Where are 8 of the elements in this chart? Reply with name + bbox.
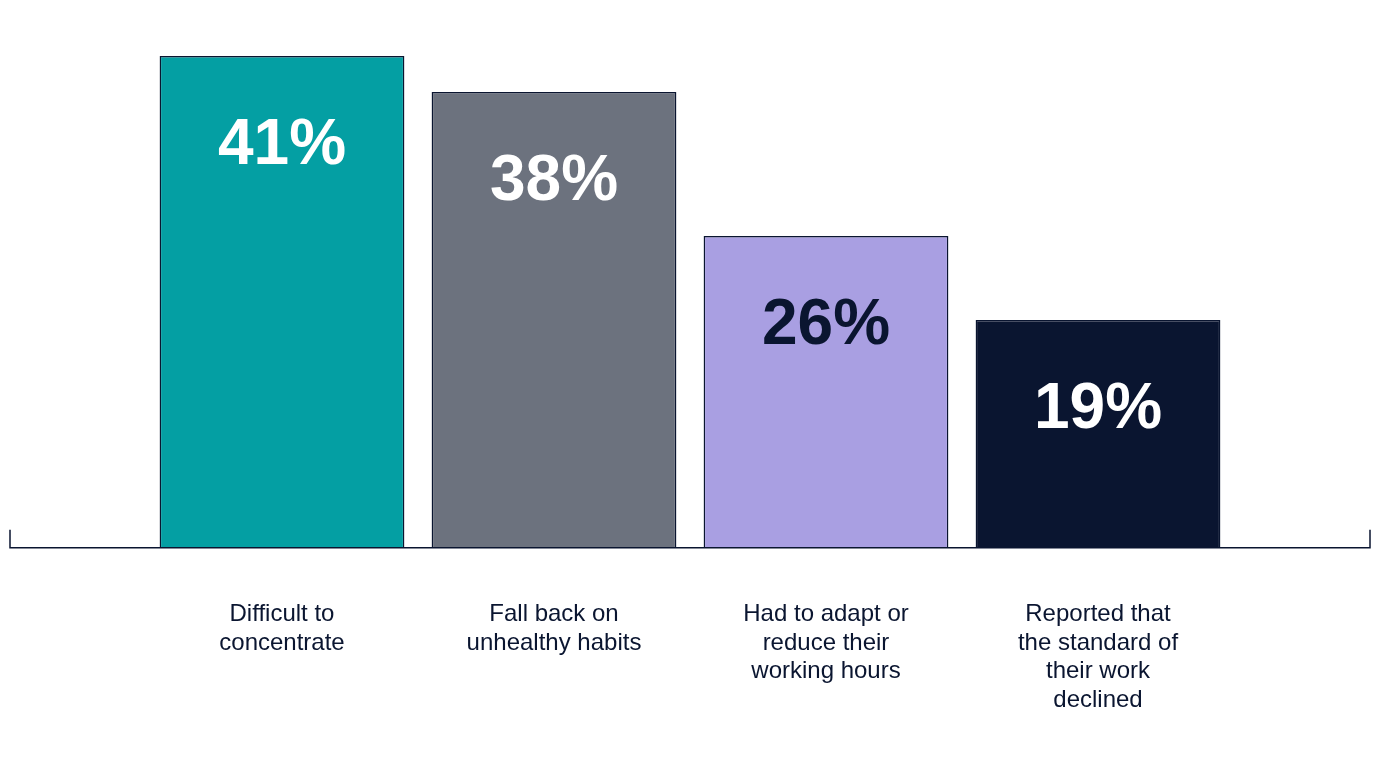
x-tick-label: Difficult to concentrate <box>219 598 345 655</box>
data-label: 38% <box>489 141 619 214</box>
data-label: 26% <box>761 285 891 358</box>
x-tick-label: Reported that the standard of their work declined <box>1017 598 1179 713</box>
x-tick-label: Had to adapt or reduce their working hours <box>743 598 909 684</box>
data-label: 41% <box>217 105 347 178</box>
x-tick-label: Fall back on unhealthy habits <box>466 598 642 655</box>
data-label: 19% <box>1033 369 1163 442</box>
